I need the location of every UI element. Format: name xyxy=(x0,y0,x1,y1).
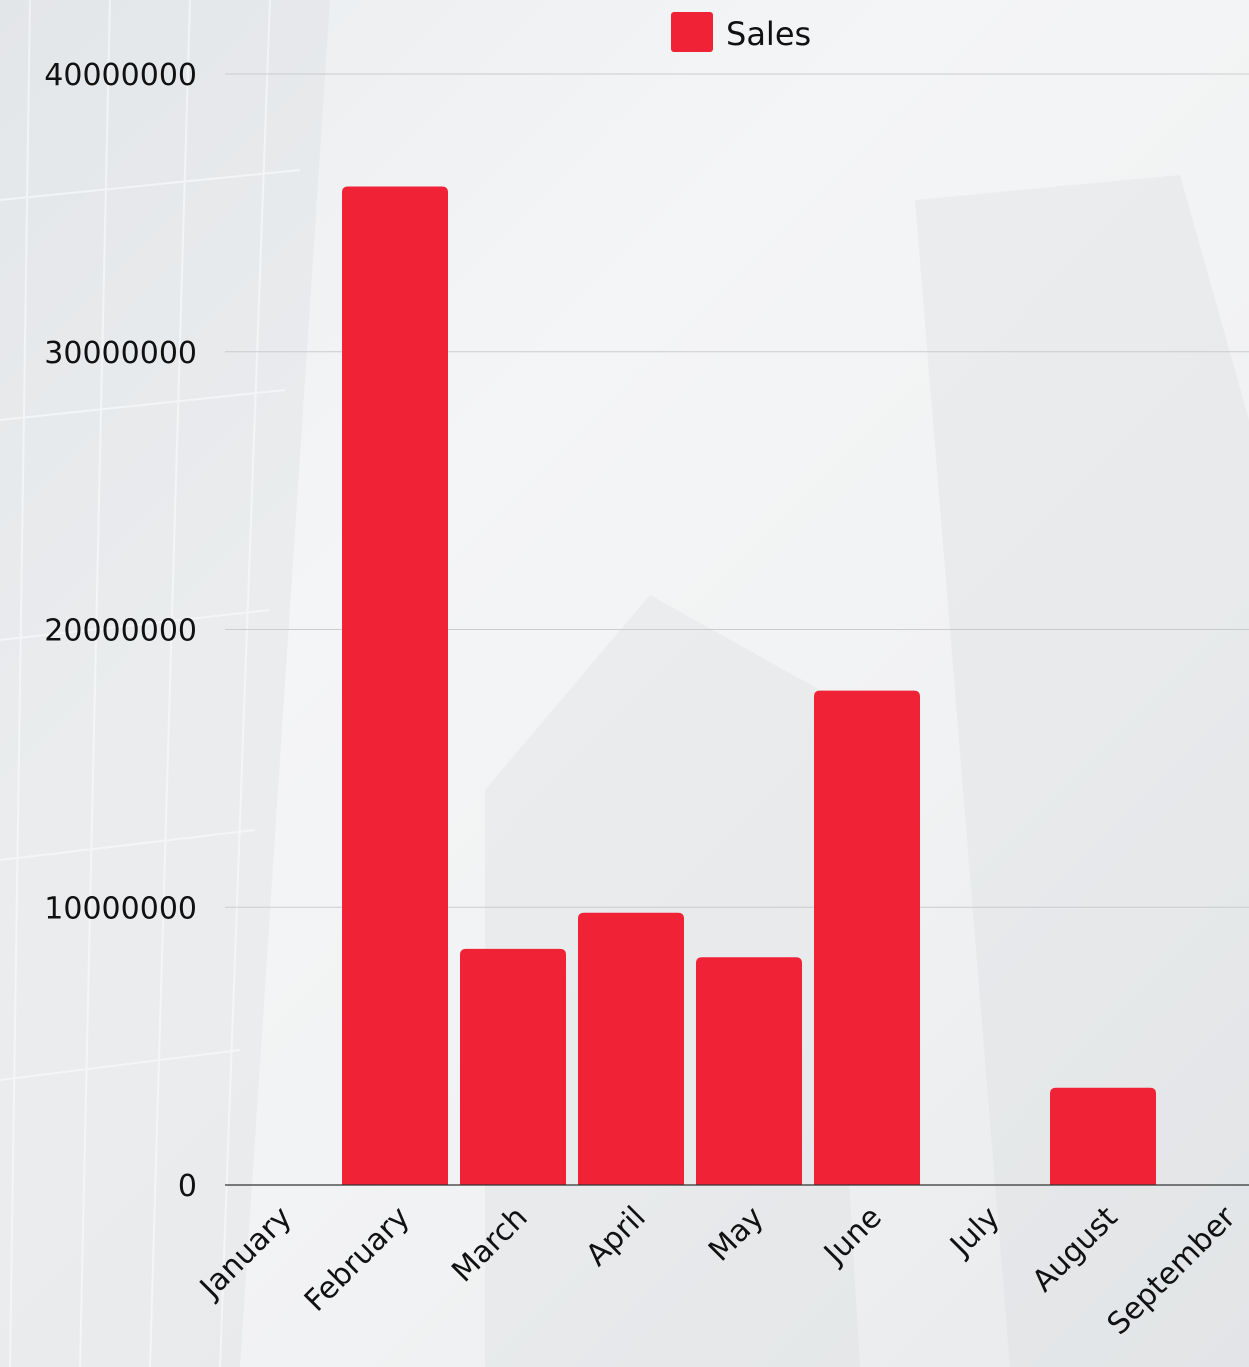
y-tick-label: 0 xyxy=(178,1169,197,1204)
bar-august xyxy=(1050,1087,1156,1185)
y-tick-label: 30000000 xyxy=(44,336,197,371)
x-tick-label: February xyxy=(298,1200,417,1319)
bar-april xyxy=(578,912,684,1185)
legend-swatch xyxy=(671,12,713,52)
bar-march xyxy=(460,948,566,1185)
y-tick-label: 40000000 xyxy=(44,58,197,93)
y-tick-label: 20000000 xyxy=(44,614,197,649)
legend: Sales xyxy=(671,12,811,53)
bars xyxy=(342,186,1156,1185)
legend-label: Sales xyxy=(726,15,811,53)
y-tick-label: 10000000 xyxy=(44,891,197,926)
bar-june xyxy=(814,690,920,1185)
x-tick-label: July xyxy=(942,1200,1006,1264)
y-axis-ticks: 0 10000000 20000000 30000000 40000000 xyxy=(44,58,197,1204)
bar-february xyxy=(342,186,448,1185)
bar-may xyxy=(696,957,802,1185)
